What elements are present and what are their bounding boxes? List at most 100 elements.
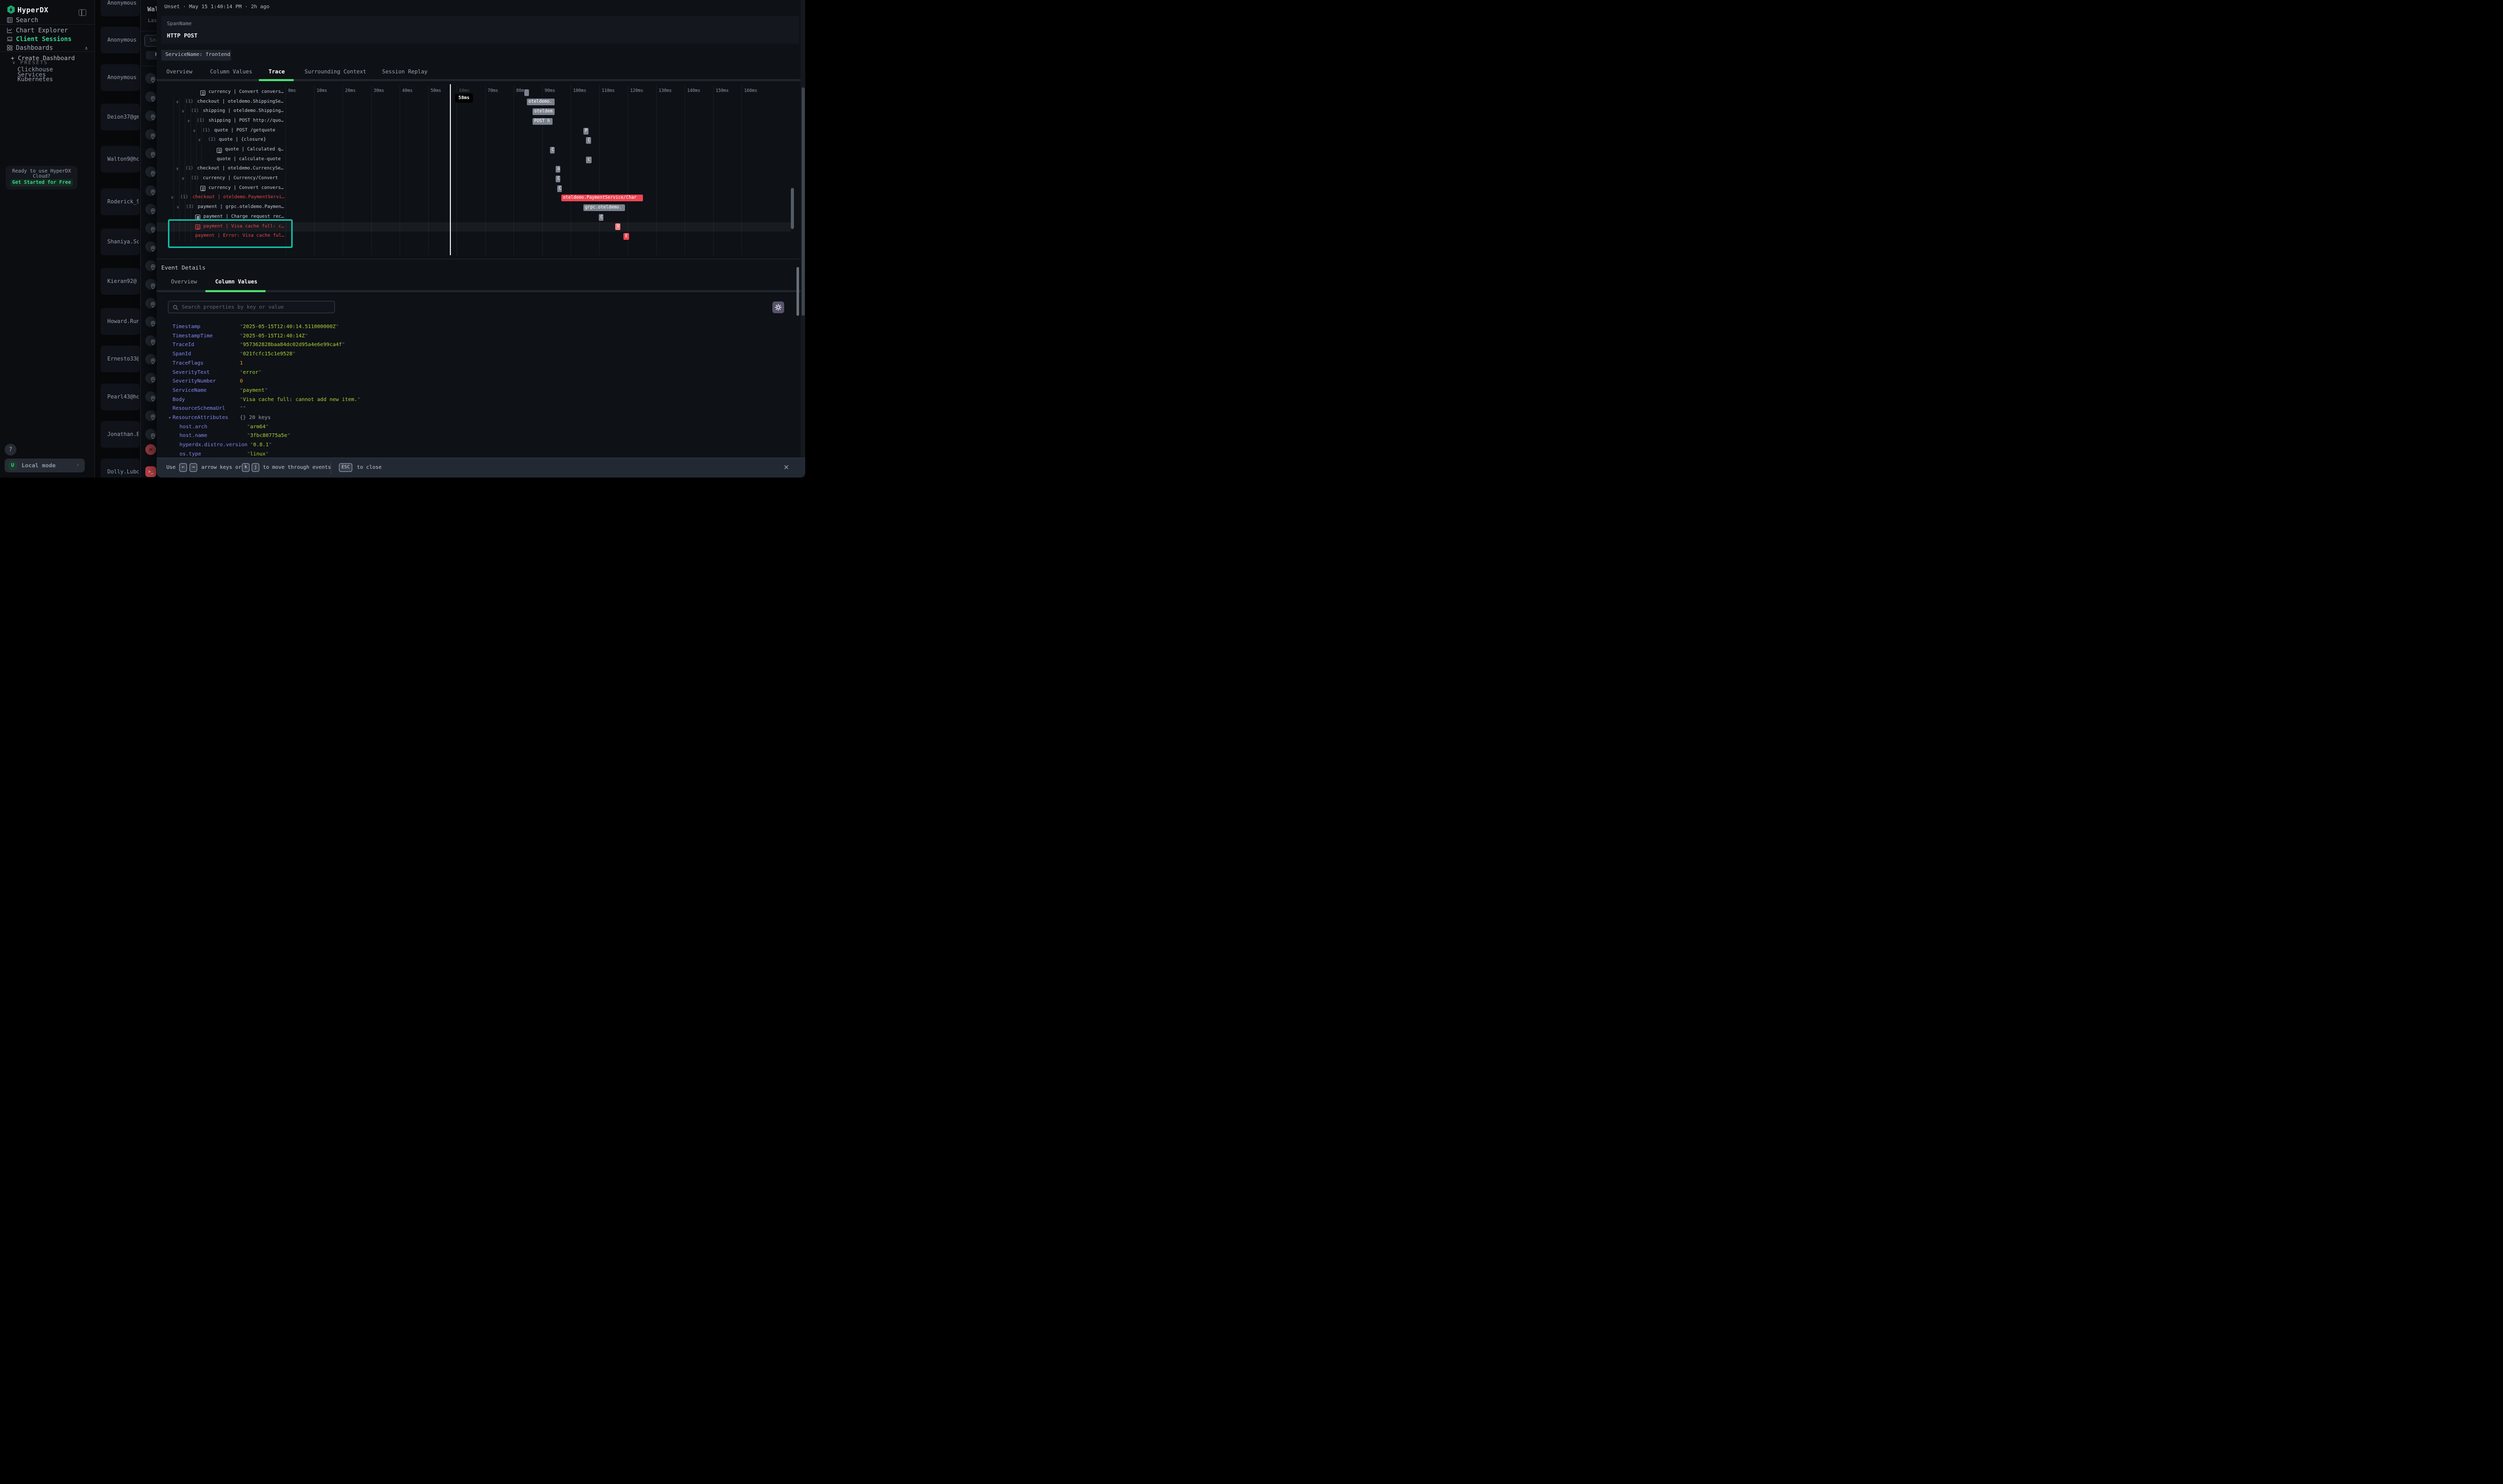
chevron-down-icon[interactable]: ∨ xyxy=(176,99,179,104)
event-pin-icon[interactable] xyxy=(145,222,156,234)
chevron-down-icon[interactable]: ∨ xyxy=(182,176,184,181)
property-row[interactable]: SeverityNumber 0 xyxy=(157,378,619,386)
session-card[interactable]: Anonymous xyxy=(101,27,140,53)
settings-button[interactable] xyxy=(772,301,784,313)
chevron-down-icon[interactable]: ∨ xyxy=(198,138,201,143)
chevron-down-icon[interactable]: ∨ xyxy=(193,128,196,133)
waterfall-scrollbar[interactable] xyxy=(791,188,794,229)
preset-item-services[interactable]: Services xyxy=(17,70,46,78)
service-name-chip[interactable]: ServiceName: frontend xyxy=(161,50,231,61)
trace-row[interactable]: ∨ (1) shipping | oteldemo.Shipping… xyxy=(157,107,791,117)
session-card[interactable]: Dolly.Lubo xyxy=(101,459,140,478)
panel-scrollbar[interactable] xyxy=(801,0,805,478)
span-duration-bar[interactable]: V xyxy=(615,223,621,231)
event-pin-icon[interactable] xyxy=(145,166,156,177)
properties-scrollbar[interactable] xyxy=(797,267,799,316)
session-card[interactable]: Ernesto33@ xyxy=(101,346,140,372)
span-duration-bar[interactable]: C xyxy=(598,214,603,221)
event-pin-icon[interactable] xyxy=(145,260,156,271)
property-row[interactable]: Timestamp "2025-05-15T12:40:14.511000000Z… xyxy=(157,324,619,331)
event-pin-icon[interactable] xyxy=(145,185,156,196)
event-pin-icon[interactable] xyxy=(145,372,156,384)
span-duration-bar[interactable]: c xyxy=(585,156,592,163)
trace-row[interactable]: payment | Visa cache full: c… xyxy=(157,222,791,232)
property-row[interactable]: host.arch "arm64" xyxy=(157,424,619,431)
span-duration-bar[interactable]: oteldem xyxy=(533,108,555,116)
help-button[interactable]: ? xyxy=(5,444,16,455)
session-card[interactable]: Roderick_S xyxy=(101,188,140,215)
close-icon[interactable]: × xyxy=(784,462,789,472)
trace-row[interactable]: quote | calculate-quote xyxy=(157,155,791,165)
session-card[interactable]: Walton9@ho xyxy=(101,146,140,173)
tab-session-replay[interactable]: Session Replay xyxy=(382,69,428,75)
chevron-down-icon[interactable]: ∨ xyxy=(187,119,190,124)
property-row[interactable]: hyperdx.distro.version "0.8.1" xyxy=(157,442,619,449)
trace-row[interactable]: quote | Calculated q… xyxy=(157,145,791,155)
tab-surrounding-context[interactable]: Surrounding Context xyxy=(305,69,367,75)
property-row[interactable]: SeverityText "error" xyxy=(157,370,619,377)
trace-row[interactable]: currency | Convert convers… xyxy=(157,88,791,98)
event-pin-icon[interactable] xyxy=(145,110,156,121)
console-error-icon[interactable]: >_ xyxy=(145,466,156,477)
trace-row[interactable]: ∨ (2) quote | {closure} xyxy=(157,136,791,145)
event-pin-icon[interactable] xyxy=(145,316,156,327)
event-pin-icon[interactable] xyxy=(145,354,156,365)
event-pin-icon[interactable] xyxy=(145,429,156,440)
event-pin-icon[interactable] xyxy=(145,91,156,102)
preset-item-clickhouse[interactable]: Clickhouse xyxy=(17,66,53,73)
property-row[interactable]: ▾ ResourceAttributes {} 20 keys xyxy=(157,415,619,422)
session-card[interactable]: Pearl43@ho xyxy=(101,384,140,410)
property-row[interactable]: ServiceName "payment" xyxy=(157,388,619,395)
property-search-input[interactable] xyxy=(181,302,330,312)
trace-row[interactable]: ∨ (1) shipping | POST http://quo… xyxy=(157,117,791,126)
span-duration-bar[interactable]: P xyxy=(583,127,589,135)
event-pin-icon[interactable] xyxy=(145,279,156,290)
property-row[interactable]: SpanId "021fcfc15c1e9528" xyxy=(157,351,619,358)
chevron-down-icon[interactable]: ∨ xyxy=(171,195,174,200)
sidebar-item-chart-explorer[interactable]: Chart Explorer xyxy=(0,26,95,35)
sidebar-item-client-sessions[interactable]: Client Sessions xyxy=(0,35,95,44)
trace-row[interactable]: ∨ (1) checkout | oteldemo.ShippingSe… xyxy=(157,98,791,107)
get-started-button[interactable]: Get Started for Free xyxy=(10,179,73,186)
trace-row[interactable]: ∨ (1) checkout | oteldemo.PaymentServi… xyxy=(157,193,791,203)
span-duration-bar[interactable]: C xyxy=(556,175,560,182)
event-pin-icon[interactable] xyxy=(145,335,156,346)
property-row[interactable]: TimestampTime "2025-05-15T12:40:14Z" xyxy=(157,333,619,340)
event-pin-icon[interactable] xyxy=(145,241,156,252)
session-card[interactable]: Jonathan.B xyxy=(101,421,140,448)
preset-item-kubernetes[interactable]: Kubernetes xyxy=(17,75,53,83)
create-dashboard-button[interactable]: + Create Dashboard xyxy=(11,54,75,62)
session-card[interactable]: Anonymous xyxy=(101,64,140,91)
chevron-down-icon[interactable]: ∨ xyxy=(182,109,184,114)
span-duration-bar[interactable]: o xyxy=(556,166,560,173)
event-pin-icon[interactable] xyxy=(145,72,156,84)
span-duration-bar[interactable]: grpc.oteldemo. xyxy=(583,204,625,211)
presets-toggle[interactable]: ∨ PRESETS xyxy=(12,60,48,66)
span-duration-bar[interactable]: { xyxy=(585,137,591,144)
event-details-tab-column-values[interactable]: Column Values xyxy=(215,279,258,285)
span-duration-bar[interactable]: C xyxy=(550,146,555,154)
event-pin-icon[interactable] xyxy=(145,297,156,309)
tab-overview[interactable]: Overview xyxy=(166,69,193,75)
property-row[interactable]: ResourceSchemaUrl "" xyxy=(157,406,619,413)
session-card[interactable]: Anonymous xyxy=(101,0,140,16)
span-duration-bar[interactable]: oteldemo. xyxy=(527,99,555,106)
property-row[interactable]: TraceId "957362828baa84dc02d95a4e6e99ca4f… xyxy=(157,342,619,349)
event-pin-icon[interactable] xyxy=(145,129,156,140)
navigation-event-icon[interactable]: ⇄ xyxy=(145,444,156,455)
panel-scrollbar-thumb[interactable] xyxy=(801,87,805,316)
event-pin-icon[interactable] xyxy=(145,147,156,159)
property-row[interactable]: TraceFlags 1 xyxy=(157,360,619,368)
session-card[interactable]: Deion37@gm xyxy=(101,104,140,130)
trace-row[interactable]: ∨ (1) currency | Currency/Convert xyxy=(157,174,791,184)
span-duration-bar[interactable]: POST h xyxy=(533,118,553,125)
collapse-sidebar-icon[interactable] xyxy=(79,9,86,16)
session-card[interactable]: Howard.Run xyxy=(101,308,140,335)
trace-row[interactable]: ∨ (1) quote | POST /getquote xyxy=(157,126,791,136)
trace-row[interactable]: currency | Convert convers… xyxy=(157,184,791,194)
property-row[interactable]: Body "Visa cache full: cannot add new ite… xyxy=(157,397,619,404)
session-card[interactable]: Shaniya.Sc xyxy=(101,229,140,255)
span-duration-bar[interactable]: oteldemo.PaymentService/Char xyxy=(561,195,643,202)
sidebar-item-search[interactable]: Search xyxy=(0,16,95,25)
event-pin-icon[interactable] xyxy=(145,410,156,421)
